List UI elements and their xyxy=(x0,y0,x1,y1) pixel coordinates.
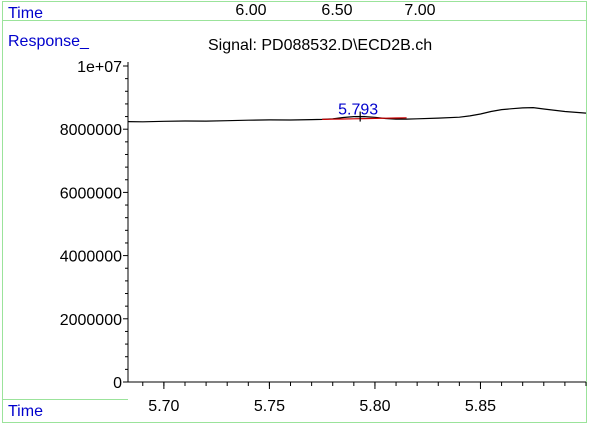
y-axis-ticks: 0 2000000 4000000 6000000 8000000 1e+07 xyxy=(60,59,128,392)
top-axis-label: Time xyxy=(8,5,43,22)
bottom-axis-label: Time xyxy=(8,403,43,420)
peak-baseline xyxy=(322,117,407,120)
signal-title: Signal: PD088532.D\ECD2B.ch xyxy=(208,37,432,54)
y-tick-label: 6000000 xyxy=(60,185,122,202)
plot-series xyxy=(127,106,587,123)
peak-label: 5.793 xyxy=(338,102,378,119)
x-tick-label: 5.85 xyxy=(465,398,496,415)
y-tick-label: 0 xyxy=(113,375,122,392)
top-axis-ticks: 6.00 6.50 7.00 xyxy=(235,2,435,19)
y-axis-label: Response_ xyxy=(8,33,90,50)
y-tick-label: 1e+07 xyxy=(77,59,122,76)
x-tick-label: 5.75 xyxy=(254,398,285,415)
x-tick-label: 5.70 xyxy=(148,398,179,415)
top-tick-label: 7.00 xyxy=(404,2,435,19)
x-axis-ticks: 5.70 5.75 5.80 5.85 xyxy=(142,382,587,415)
y-tick-label: 8000000 xyxy=(60,122,122,139)
y-tick-label: 4000000 xyxy=(60,249,122,266)
top-tick-label: 6.00 xyxy=(235,2,266,19)
top-tick-label: 6.50 xyxy=(321,2,352,19)
y-tick-label: 2000000 xyxy=(60,312,122,329)
x-tick-label: 5.80 xyxy=(359,398,390,415)
plot-annotations: 5.793 xyxy=(338,102,378,122)
